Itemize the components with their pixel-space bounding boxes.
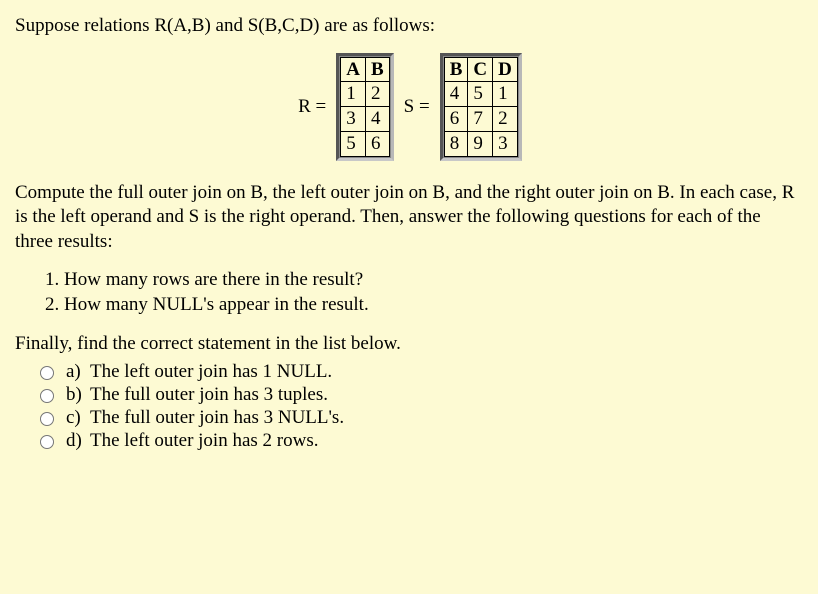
- s-cell: 1: [493, 82, 518, 107]
- intro-text: Suppose relations R(A,B) and S(B,C,D) ar…: [15, 14, 803, 39]
- option-b-row: b) The full outer join has 3 tuples.: [35, 384, 803, 406]
- s-table-frame: B C D 4 5 1 6 7 2 8 9 3: [440, 53, 522, 161]
- option-c-text: The full outer join has 3 NULL's.: [90, 407, 344, 429]
- r-label: R =: [298, 96, 326, 118]
- s-cell: 2: [493, 107, 518, 132]
- option-d-radio[interactable]: [40, 435, 54, 449]
- question-list: 1. How many rows are there in the result…: [45, 267, 803, 318]
- question-1: 1. How many rows are there in the result…: [45, 267, 803, 293]
- option-a-letter: a): [66, 361, 90, 383]
- r-cell: 2: [365, 82, 389, 107]
- s-cell: 7: [468, 107, 493, 132]
- table-row: 6 7 2: [444, 107, 517, 132]
- r-cell: 6: [365, 131, 389, 156]
- s-cell: 8: [444, 131, 468, 156]
- option-b-letter: b): [66, 384, 90, 406]
- s-cell: 6: [444, 107, 468, 132]
- r-header-a: A: [341, 57, 366, 82]
- table-row: 5 6: [341, 131, 389, 156]
- table-row: B C D: [444, 57, 517, 82]
- option-c-row: c) The full outer join has 3 NULL's.: [35, 407, 803, 429]
- tables-container: R = A B 1 2 3 4 5 6 S = B C: [15, 53, 803, 161]
- table-row: 4 5 1: [444, 82, 517, 107]
- option-b-text: The full outer join has 3 tuples.: [90, 384, 328, 406]
- option-a-row: a) The left outer join has 1 NULL.: [35, 361, 803, 383]
- s-cell: 9: [468, 131, 493, 156]
- s-header-d: D: [493, 57, 518, 82]
- s-label: S =: [404, 96, 430, 118]
- r-header-b: B: [365, 57, 389, 82]
- table-row: 8 9 3: [444, 131, 517, 156]
- s-cell: 5: [468, 82, 493, 107]
- finally-text: Finally, find the correct statement in t…: [15, 332, 803, 357]
- s-header-c: C: [468, 57, 493, 82]
- r-cell: 1: [341, 82, 366, 107]
- s-cell: 4: [444, 82, 468, 107]
- table-row: A B: [341, 57, 389, 82]
- s-table: B C D 4 5 1 6 7 2 8 9 3: [444, 57, 518, 157]
- options-list: a) The left outer join has 1 NULL. b) Th…: [35, 361, 803, 452]
- r-cell: 3: [341, 107, 366, 132]
- option-d-letter: d): [66, 430, 90, 452]
- option-a-text: The left outer join has 1 NULL.: [90, 361, 332, 383]
- option-a-radio[interactable]: [40, 366, 54, 380]
- s-header-b: B: [444, 57, 468, 82]
- r-cell: 5: [341, 131, 366, 156]
- option-c-radio[interactable]: [40, 412, 54, 426]
- r-table-frame: A B 1 2 3 4 5 6: [336, 53, 393, 161]
- instructions-text: Compute the full outer join on B, the le…: [15, 181, 803, 255]
- option-d-row: d) The left outer join has 2 rows.: [35, 430, 803, 452]
- r-cell: 4: [365, 107, 389, 132]
- r-table: A B 1 2 3 4 5 6: [340, 57, 389, 157]
- option-b-radio[interactable]: [40, 389, 54, 403]
- option-d-text: The left outer join has 2 rows.: [90, 430, 318, 452]
- option-c-letter: c): [66, 407, 90, 429]
- table-row: 3 4: [341, 107, 389, 132]
- question-2: 2. How many NULL's appear in the result.: [45, 292, 803, 318]
- table-row: 1 2: [341, 82, 389, 107]
- s-cell: 3: [493, 131, 518, 156]
